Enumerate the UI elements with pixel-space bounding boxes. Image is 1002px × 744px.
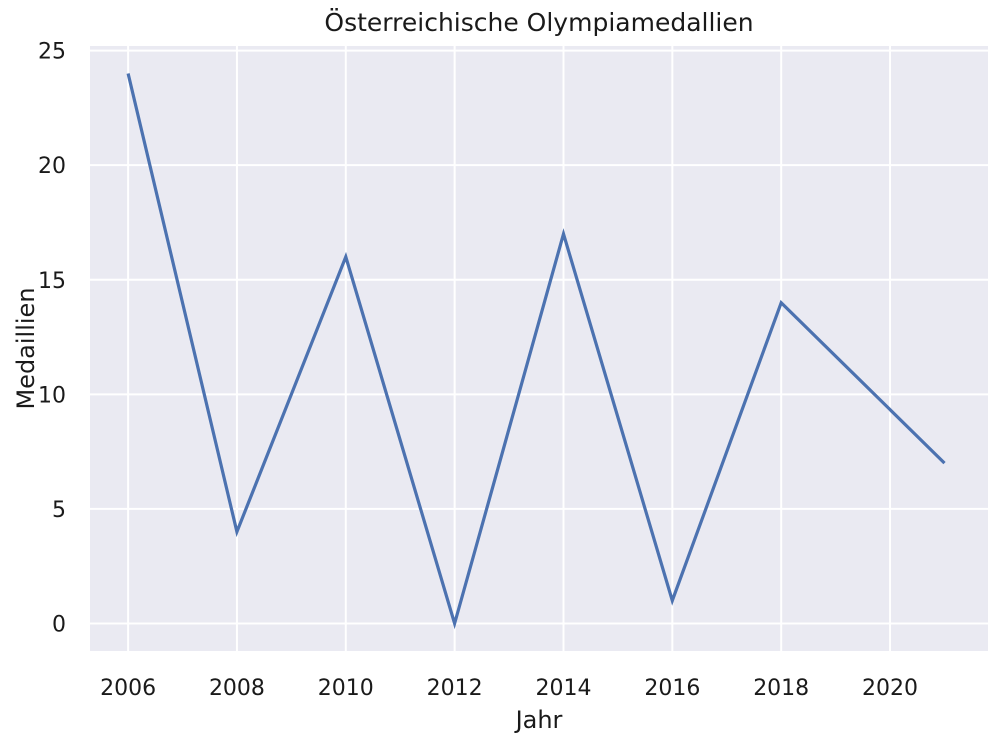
chart-title: Österreichische Olympiamedallien (324, 8, 753, 37)
plot-area (90, 46, 988, 651)
y-tick-label: 15 (38, 269, 66, 294)
y-tick-label: 5 (52, 498, 66, 523)
y-tick-labels: 0 5 10 15 20 25 (38, 40, 66, 638)
x-tick-label: 2014 (535, 676, 591, 701)
x-tick-label: 2020 (862, 676, 918, 701)
y-tick-label: 20 (38, 154, 66, 179)
x-tick-label: 2008 (209, 676, 265, 701)
x-tick-label: 2016 (644, 676, 700, 701)
x-tick-label: 2010 (318, 676, 374, 701)
y-tick-label: 10 (38, 383, 66, 408)
x-axis-label: Jahr (514, 706, 563, 734)
x-tick-labels: 2006 2008 2010 2012 2014 2016 2018 2020 (100, 676, 918, 701)
x-tick-label: 2012 (427, 676, 483, 701)
x-tick-label: 2018 (753, 676, 809, 701)
x-gridlines (127, 46, 892, 651)
y-tick-label: 25 (38, 40, 66, 65)
x-tick-label: 2006 (100, 676, 156, 701)
series-line (126, 73, 946, 630)
y-axis-label: Medaillien (12, 287, 40, 409)
y-gridlines (90, 49, 988, 625)
y-tick-label: 0 (52, 613, 66, 638)
series-layer (126, 73, 946, 630)
